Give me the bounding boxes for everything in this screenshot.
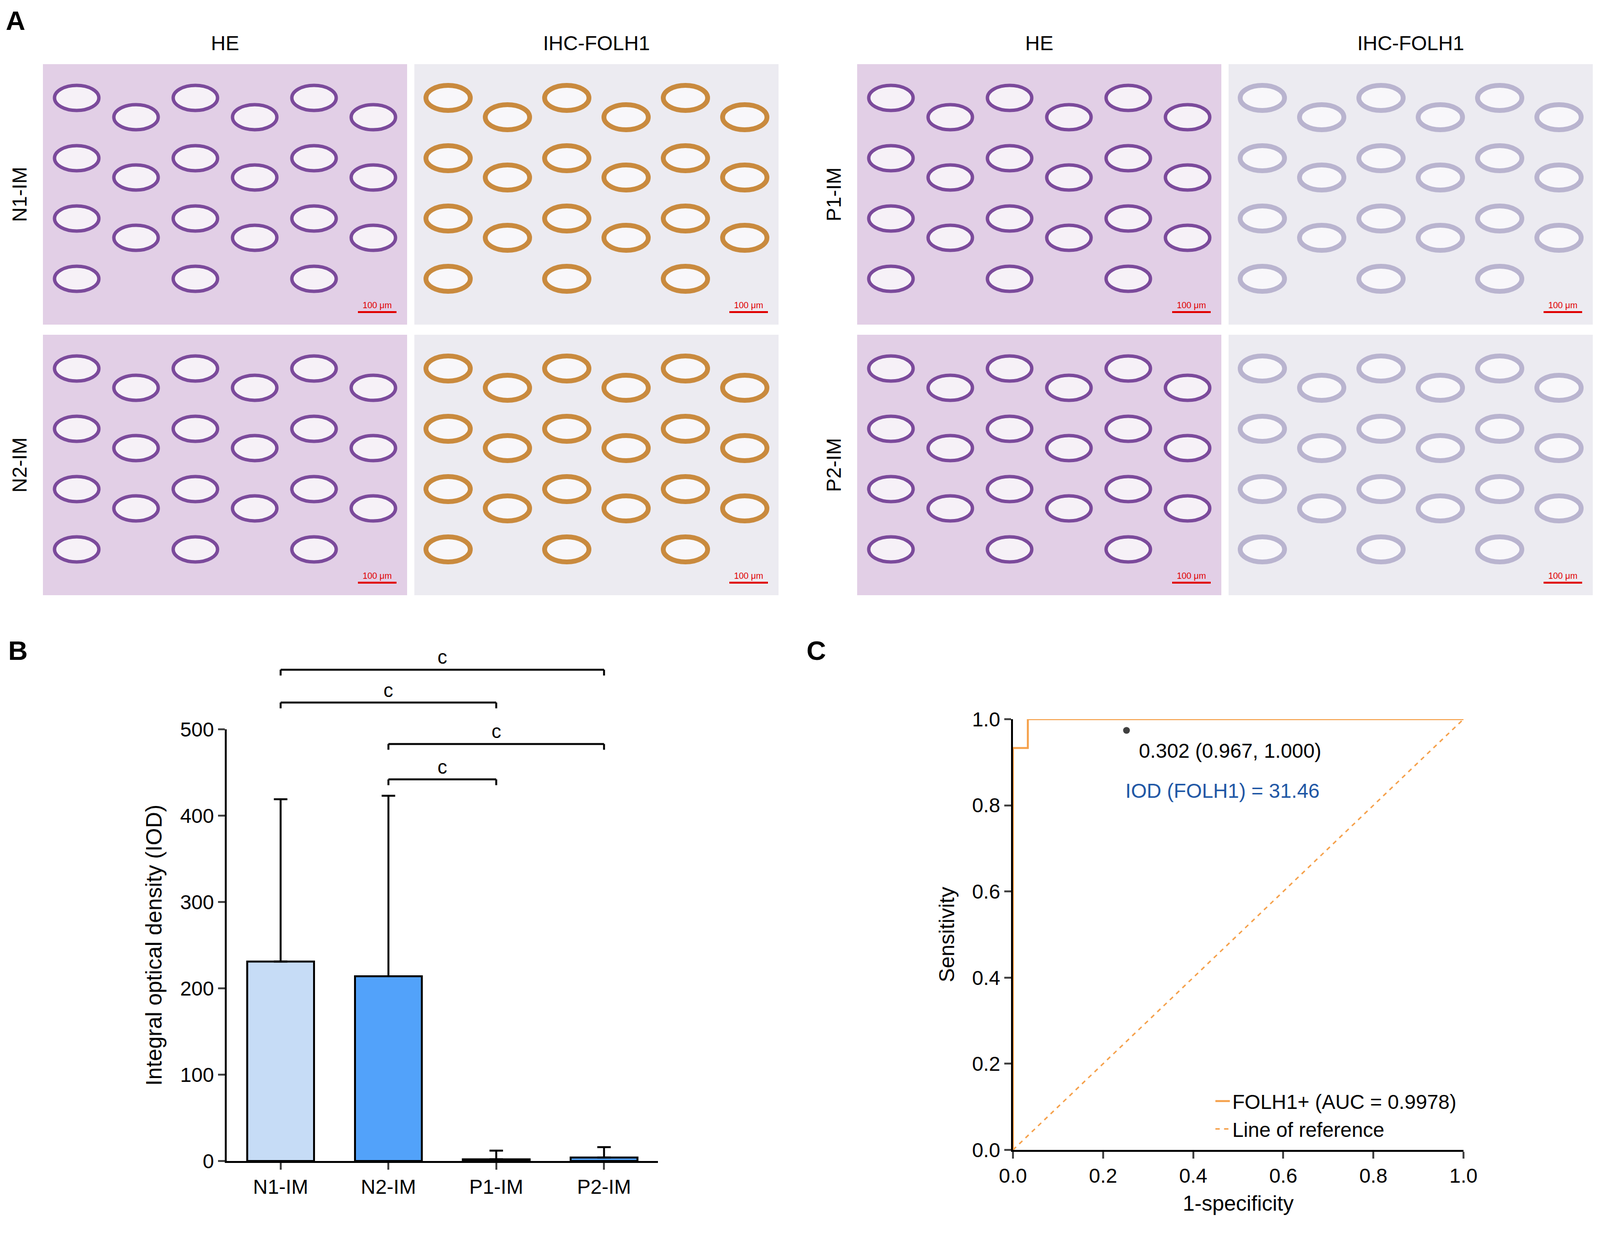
svg-text:c: c [437, 756, 448, 778]
svg-text:100 μm: 100 μm [1176, 300, 1206, 311]
svg-text:IHC-FOLH1: IHC-FOLH1 [1357, 31, 1465, 55]
svg-text:0.2: 0.2 [971, 1052, 1000, 1076]
svg-text:IOD (FOLH1) = 31.46: IOD (FOLH1) = 31.46 [1125, 779, 1320, 803]
svg-text:N2-IM: N2-IM [8, 437, 31, 493]
svg-text:100 μm: 100 μm [734, 300, 764, 311]
svg-text:c: c [437, 646, 448, 668]
svg-text:N1-IM: N1-IM [253, 1175, 309, 1199]
svg-text:0.2: 0.2 [1089, 1164, 1118, 1188]
svg-text:200: 200 [180, 977, 215, 1000]
svg-text:0.8: 0.8 [971, 793, 1000, 817]
svg-text:IHC-FOLH1: IHC-FOLH1 [543, 31, 651, 55]
svg-text:P1-IM: P1-IM [469, 1175, 524, 1199]
svg-text:P2-IM: P2-IM [822, 437, 846, 493]
svg-text:0.4: 0.4 [971, 966, 1000, 990]
svg-text:Sensitivity: Sensitivity [934, 886, 959, 983]
svg-text:0.6: 0.6 [971, 880, 1000, 903]
svg-text:HE: HE [210, 31, 239, 55]
svg-text:C: C [806, 635, 826, 666]
svg-text:100 μm: 100 μm [362, 571, 392, 581]
svg-text:0.0: 0.0 [998, 1164, 1027, 1188]
svg-text:0.4: 0.4 [1178, 1164, 1207, 1188]
svg-text:B: B [8, 635, 28, 666]
svg-text:0.6: 0.6 [1269, 1164, 1298, 1188]
svg-text:Line of reference: Line of reference [1232, 1118, 1385, 1142]
svg-text:100 μm: 100 μm [1548, 571, 1578, 581]
svg-text:N2-IM: N2-IM [360, 1175, 416, 1199]
svg-text:400: 400 [180, 804, 215, 828]
svg-text:100 μm: 100 μm [1548, 300, 1578, 311]
svg-text:N1-IM: N1-IM [8, 166, 31, 222]
svg-text:c: c [491, 720, 502, 742]
svg-text:100 μm: 100 μm [362, 300, 392, 311]
svg-text:100 μm: 100 μm [1176, 571, 1206, 581]
svg-text:1-specificity: 1-specificity [1182, 1191, 1294, 1216]
svg-text:300: 300 [180, 890, 215, 914]
svg-text:0: 0 [202, 1149, 214, 1173]
svg-text:100: 100 [180, 1063, 215, 1087]
svg-text:P2-IM: P2-IM [576, 1175, 631, 1199]
svg-text:1.0: 1.0 [971, 708, 1000, 731]
svg-text:FOLH1+ (AUC = 0.9978): FOLH1+ (AUC = 0.9978) [1232, 1090, 1457, 1114]
svg-text:0.302 (0.967, 1.000): 0.302 (0.967, 1.000) [1138, 739, 1322, 763]
svg-text:A: A [5, 5, 26, 36]
svg-text:c: c [383, 679, 394, 701]
svg-text:1.0: 1.0 [1449, 1164, 1478, 1188]
svg-text:P1-IM: P1-IM [822, 167, 846, 222]
svg-text:HE: HE [1025, 31, 1053, 55]
svg-text:100 μm: 100 μm [734, 571, 764, 581]
svg-text:0.0: 0.0 [971, 1138, 1000, 1162]
svg-text:500: 500 [180, 718, 215, 741]
svg-text:Integral optical density (IOD): Integral optical density (IOD) [141, 804, 167, 1086]
svg-text:0.8: 0.8 [1359, 1164, 1388, 1188]
